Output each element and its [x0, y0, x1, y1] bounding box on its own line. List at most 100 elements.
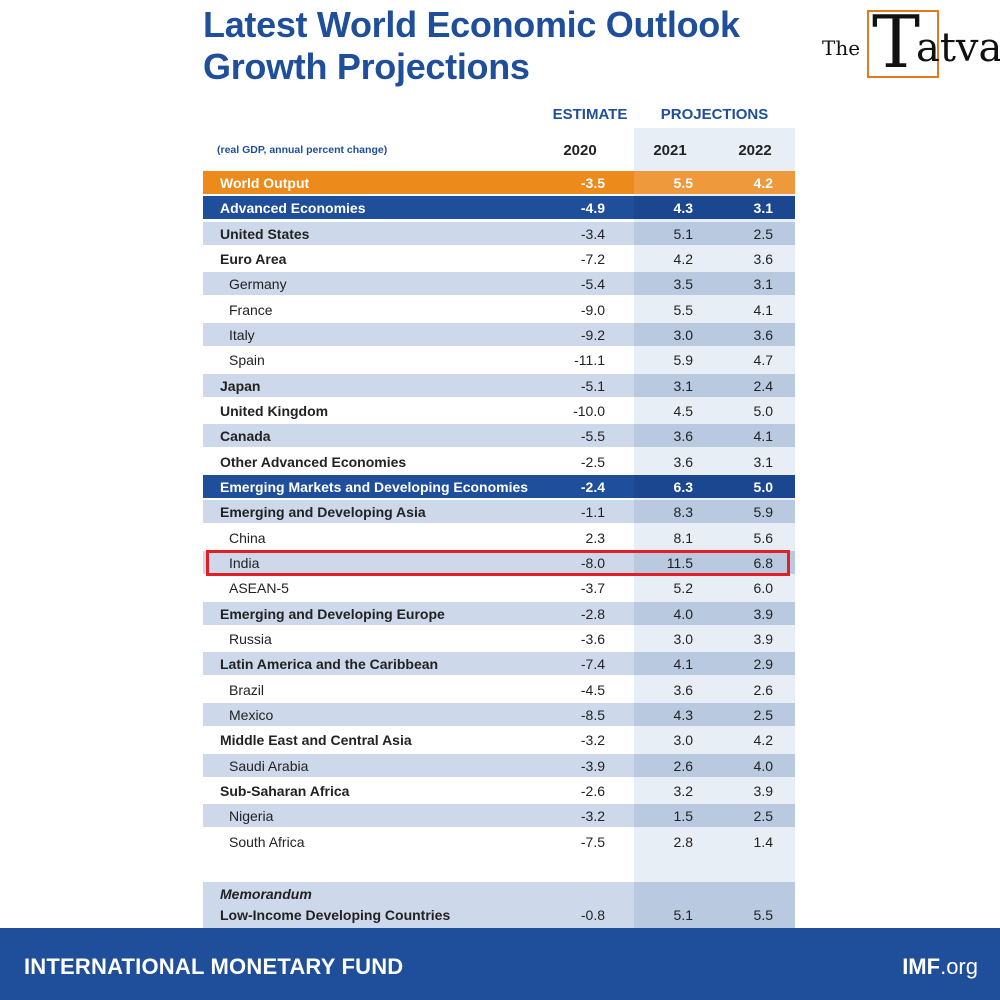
year-2022-header: 2022	[738, 142, 772, 159]
logo-box	[867, 10, 939, 78]
row-label: Emerging and Developing Europe	[220, 605, 445, 622]
row-value-2021: 5.9	[673, 352, 693, 369]
row-label: United States	[220, 225, 310, 242]
table-subtitle: (real GDP, annual percent change)	[217, 144, 388, 156]
row-value-2022: 5.0	[753, 478, 773, 495]
row-value-2021: 3.1	[673, 377, 693, 394]
row-value-2022: 3.9	[753, 605, 773, 622]
row-label: Canada	[220, 428, 271, 445]
projection-cell-bg	[634, 804, 795, 828]
row-label: Emerging and Developing Asia	[220, 504, 426, 521]
row-value-2020: -7.5	[580, 833, 605, 850]
projection-cell-bg	[634, 601, 795, 625]
footer-organization: INTERNATIONAL MONETARY FUND	[24, 954, 404, 979]
logo-big-t: T	[872, 0, 921, 84]
row-value-2022: 5.6	[753, 529, 773, 546]
row-value-2022: 2.5	[753, 706, 773, 723]
projection-cell-bg	[634, 424, 795, 448]
row-value-2020: -4.9	[580, 200, 605, 217]
row-value-2021: 11.5	[666, 554, 693, 571]
projection-cell-bg	[634, 753, 795, 777]
year-2020-header: 2020	[563, 142, 597, 159]
table-row: Emerging and Developing Europe -2.8 4.0 3.9	[203, 601, 795, 625]
row-label: Germany	[229, 276, 287, 293]
row-value-2022: 6.8	[753, 554, 773, 571]
projection-cell-bg	[634, 196, 795, 220]
row-label: Japan	[220, 377, 261, 394]
row-label: France	[229, 301, 273, 318]
memo-value-2022: 5.5	[753, 907, 773, 923]
row-value-2020: -2.4	[580, 478, 605, 495]
row-value-2021: 4.3	[673, 200, 693, 217]
table-row: Spain -11.1 5.9 4.7	[203, 348, 795, 371]
row-value-2021: 8.1	[673, 529, 693, 546]
row-value-2020: -3.9	[580, 757, 605, 774]
row-value-2021: 5.1	[673, 225, 693, 242]
india-highlight-box	[206, 550, 790, 576]
row-value-2020: -2.6	[580, 782, 605, 799]
row-value-2020: -3.2	[580, 732, 605, 749]
logo-the: The	[822, 36, 861, 60]
table-row: South Africa -7.5 2.8 1.4	[203, 830, 795, 853]
row-value-2021: 6.3	[673, 478, 693, 495]
row-label: Advanced Economies	[220, 200, 366, 217]
row-value-2022: 2.4	[753, 377, 773, 394]
row-value-2020: -3.2	[580, 808, 605, 825]
row-value-2020: 2.3	[585, 529, 605, 546]
row-value-2021: 4.3	[673, 706, 693, 723]
row-value-2020: -3.7	[580, 580, 605, 597]
row-value-2022: 2.9	[753, 656, 773, 673]
row-value-2022: 4.0	[753, 757, 773, 774]
row-value-2022: 2.5	[753, 225, 773, 242]
row-label: Latin America and the Caribbean	[220, 656, 439, 673]
row-value-2020: -10.0	[573, 402, 605, 419]
memo-proj-cell	[634, 882, 795, 928]
row-label: South Africa	[229, 833, 305, 850]
row-value-2021: 2.8	[673, 833, 693, 850]
row-value-2020: -5.5	[580, 428, 605, 445]
row-value-2022: 2.5	[753, 808, 773, 825]
projection-cell-bg	[634, 373, 795, 397]
table-row: Middle East and Central Asia -3.2 3.0 4.2	[203, 728, 795, 751]
table-row: Italy -9.2 3.0 3.6	[203, 322, 795, 346]
projection-cell-bg	[634, 171, 795, 194]
row-value-2021: 2.6	[673, 757, 693, 774]
row-value-2021: 5.2	[673, 580, 693, 597]
projection-cell-bg	[634, 272, 795, 296]
table-row: Canada -5.5 3.6 4.1	[203, 424, 795, 448]
row-value-2021: 3.6	[673, 453, 693, 470]
row-value-2020: -2.5	[580, 453, 605, 470]
table-row: Sub-Saharan Africa -2.6 3.2 3.9	[203, 779, 795, 802]
table-row: Euro Area -7.2 4.2 3.6	[203, 247, 795, 270]
row-value-2020: -5.1	[580, 377, 605, 394]
projection-cell-bg	[634, 500, 795, 524]
row-value-2021: 4.5	[673, 402, 693, 419]
row-value-2021: 5.5	[673, 301, 693, 318]
row-value-2022: 4.2	[753, 732, 773, 749]
row-value-2022: 3.6	[753, 250, 773, 267]
table-row: Russia -3.6 3.0 3.9	[203, 627, 795, 650]
table-row: Nigeria -3.2 1.5 2.5	[203, 804, 795, 828]
table-row: Japan -5.1 3.1 2.4	[203, 373, 795, 397]
table-row: Saudi Arabia -3.9 2.6 4.0	[203, 753, 795, 777]
row-value-2022: 1.4	[753, 833, 773, 850]
row-value-2020: -8.0	[580, 554, 605, 571]
row-label: India	[229, 554, 260, 571]
row-value-2022: 3.6	[753, 326, 773, 343]
row-value-2020: -2.8	[580, 605, 605, 622]
footer-site-link[interactable]: IMF.org	[902, 954, 978, 980]
row-value-2022: 3.9	[753, 782, 773, 799]
row-value-2022: 4.1	[753, 428, 773, 445]
title-line-1: Latest World Economic Outlook	[203, 4, 740, 45]
projection-cell-bg	[634, 322, 795, 346]
row-label: Brazil	[229, 681, 265, 698]
row-value-2020: -8.5	[580, 706, 605, 723]
projection-cell-bg	[634, 221, 795, 245]
row-value-2020: -5.4	[580, 276, 605, 293]
tatva-logo: The T atva	[820, 2, 1000, 84]
row-value-2022: 6.0	[753, 580, 773, 597]
row-value-2021: 3.0	[673, 630, 693, 647]
table-row: United Kingdom -10.0 4.5 5.0	[203, 399, 795, 422]
row-value-2021: 3.0	[673, 326, 693, 343]
row-value-2020: -7.2	[580, 250, 605, 267]
